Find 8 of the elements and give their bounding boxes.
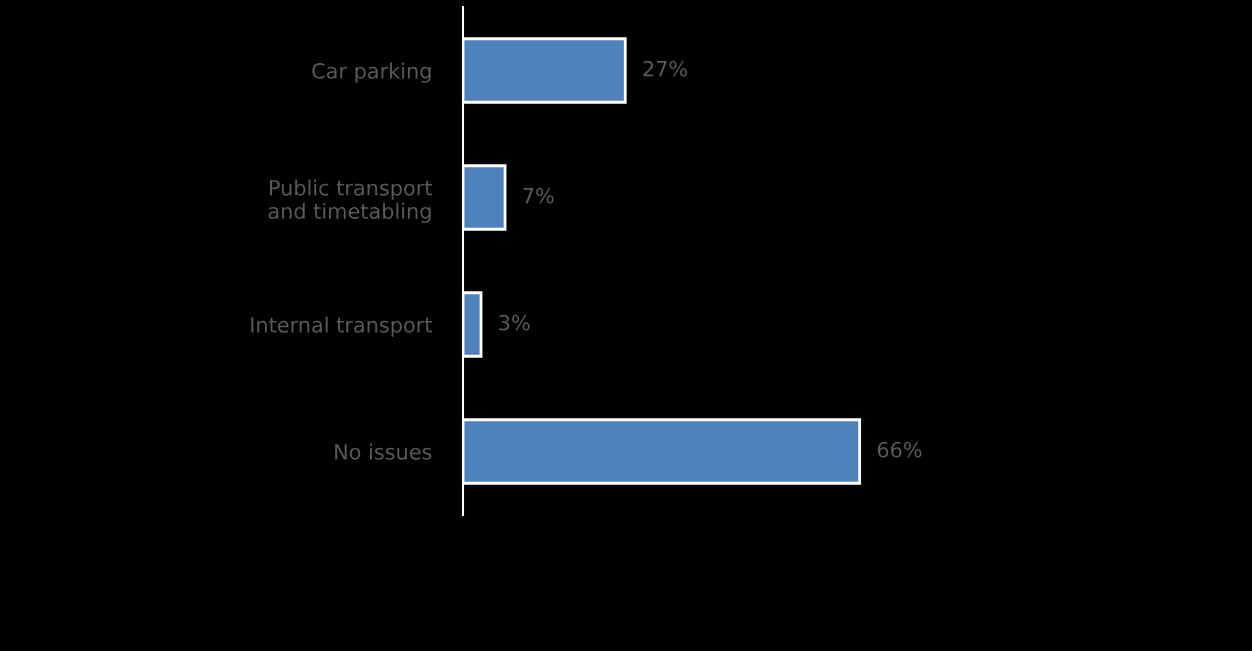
data-label: 66% [877, 441, 922, 458]
y-tick-label: Car parking [312, 62, 431, 83]
data-label: 3% [499, 314, 530, 331]
y-tick-label: Internal transport [251, 316, 432, 337]
y-tick-label: No issues [335, 443, 432, 460]
y-tick-label: Public transport and timetabling [268, 179, 432, 223]
data-label: 27% [643, 60, 688, 77]
data-label: 7% [523, 187, 554, 204]
